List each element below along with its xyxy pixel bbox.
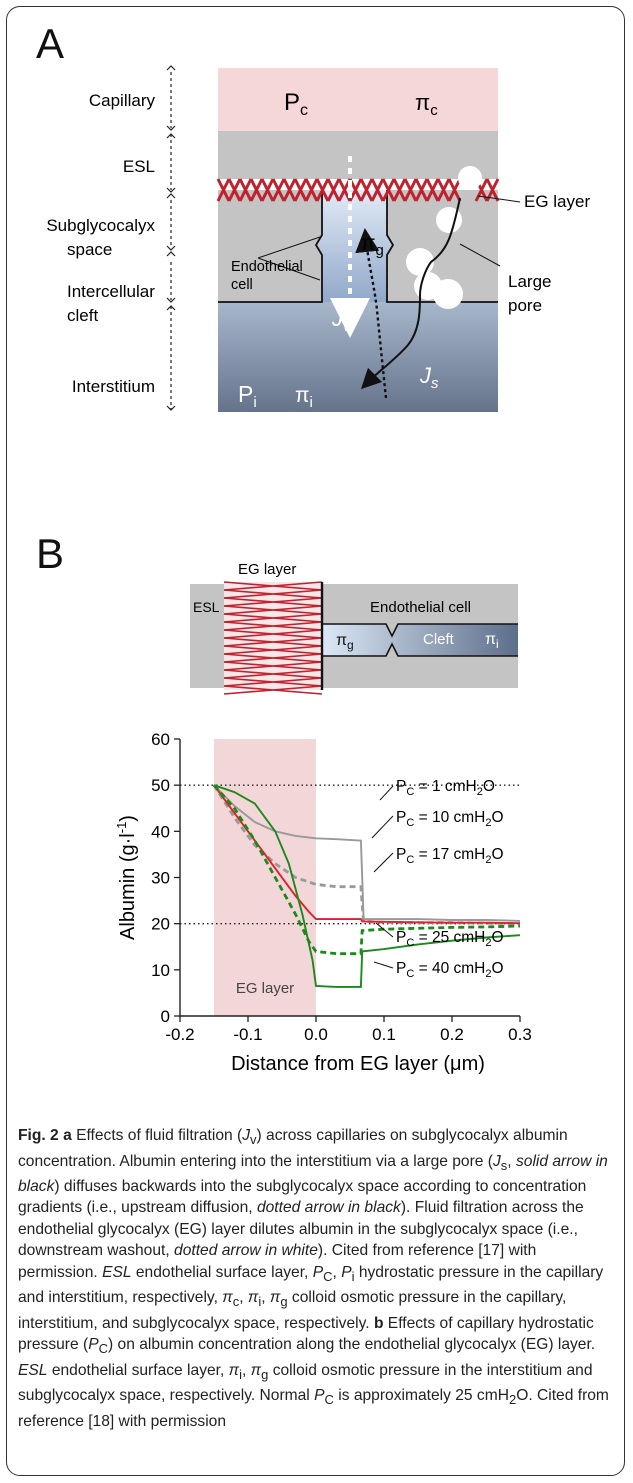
- x-tick-label: 0.3: [508, 1025, 532, 1044]
- intercellular-cleft-channel: [316, 190, 393, 302]
- albumin-chart: EG layer 0 10 20 30 40 50 60 -0.2 -0.1 0.0 0.1 0.2 0.…: [114, 730, 532, 1075]
- x-tick-label: 0.1: [372, 1025, 396, 1044]
- y-tick-label: 60: [151, 730, 170, 749]
- region-label-capillary: Capillary: [89, 91, 156, 110]
- x-axis-label: Distance from EG layer (μm): [231, 1053, 485, 1075]
- series-label: PC = 40 cmH2O: [396, 960, 504, 980]
- pore-circle: [458, 166, 482, 190]
- y-tick-label: 30: [151, 869, 170, 888]
- pc-label: Pc: [284, 89, 308, 119]
- panel-a-letter: A: [36, 20, 65, 67]
- eg-layer-label: EG layer: [524, 192, 590, 211]
- schematic-pii-label: πi: [485, 631, 499, 651]
- x-tick-label: 0.2: [440, 1025, 464, 1044]
- schematic-cleft-label: Cleft: [423, 631, 455, 648]
- x-tick-label: -0.2: [165, 1025, 194, 1044]
- eg-layer-leader: [477, 195, 521, 203]
- series-label: PC = 25 cmH2O: [396, 929, 504, 949]
- panel-b-figure: ESL EG layer Endothelial cell πg Cleft π…: [114, 561, 532, 1075]
- endothelial-notch-left: [257, 236, 321, 259]
- pii-label: πi: [295, 384, 313, 411]
- region-label-intercellular: Intercellular: [67, 282, 155, 301]
- series-line: [213, 784, 521, 988]
- series-line: [212, 784, 521, 956]
- large-pore-leader: [459, 243, 501, 267]
- y-axis-label: Albumin (g·l-1): [114, 815, 139, 940]
- series-label: PC = 1 cmH2O: [396, 778, 495, 798]
- y-tick-label: 40: [151, 822, 170, 841]
- schematic-esl-label: ESL: [193, 599, 220, 615]
- region-label-esl: ESL: [123, 157, 155, 176]
- schematic-eg-crosses: [223, 581, 323, 695]
- schematic-endothelial-label: Endothelial cell: [370, 599, 471, 616]
- schematic-cleft-channel: [322, 624, 518, 656]
- region-label-cleft: cleft: [67, 306, 98, 325]
- series-label: PC = 17 cmH2O: [396, 846, 504, 866]
- y-tick-label: 50: [151, 776, 170, 795]
- jv-label: Jv: [331, 306, 352, 335]
- series-label-leader: [373, 961, 394, 969]
- region-span-arrows: [166, 65, 176, 411]
- schematic-pig-label: πg: [336, 632, 354, 652]
- eg-layer-crosses: [216, 178, 500, 202]
- panel-a-diagram: Capillary ESL Subglycocalyx space Interc…: [46, 65, 590, 412]
- js-solid-arrow: [360, 197, 461, 390]
- endothelial-cell-label-2: cell: [231, 277, 253, 293]
- large-pore-label: Large: [508, 272, 551, 291]
- series-line: [213, 784, 521, 922]
- region-label-subglycocalyx-2: space: [67, 240, 112, 259]
- pore-circle: [414, 272, 442, 300]
- eg-layer-shading-label: EG layer: [236, 980, 294, 997]
- schematic-eg-layer-label: EG layer: [238, 561, 296, 578]
- capillary-region: [218, 68, 498, 131]
- x-tick-label: 0.0: [304, 1025, 328, 1044]
- upstream-diffusion-arrow: [355, 228, 388, 399]
- esl-region: [218, 131, 498, 179]
- y-tick-label: 10: [151, 961, 170, 980]
- series-label: PC = 10 cmH2O: [396, 809, 504, 829]
- region-label-subglycocalyx: Subglycocalyx: [46, 216, 155, 235]
- y-tick-label: 0: [161, 1007, 170, 1026]
- endothelial-cell-label: Endothelial: [231, 259, 303, 275]
- figure-caption: Fig. 2 a Effects of fluid filtration (Jv…: [18, 1127, 609, 1430]
- pig-label: πg: [361, 232, 384, 259]
- series-label-leader: [371, 815, 394, 839]
- eg-layer-shading: [214, 739, 316, 1016]
- panel-b-letter: B: [36, 530, 65, 577]
- series-label-leader: [375, 922, 394, 938]
- x-tick-label: -0.1: [233, 1025, 262, 1044]
- y-tick-label: 20: [151, 915, 170, 934]
- endothelial-notch-lines: [257, 257, 321, 281]
- series-line: [213, 784, 521, 925]
- pi-label: Pi: [238, 381, 257, 411]
- large-pore-label-2: pore: [508, 296, 542, 315]
- js-label: Js: [419, 363, 439, 392]
- pic-label: πc: [415, 90, 438, 119]
- figure-frame: [6, 6, 625, 1476]
- series-label-leader: [373, 852, 394, 873]
- region-label-interstitium: Interstitium: [72, 377, 155, 396]
- series-label-leader: [379, 785, 394, 801]
- interstitium-region: [218, 302, 498, 412]
